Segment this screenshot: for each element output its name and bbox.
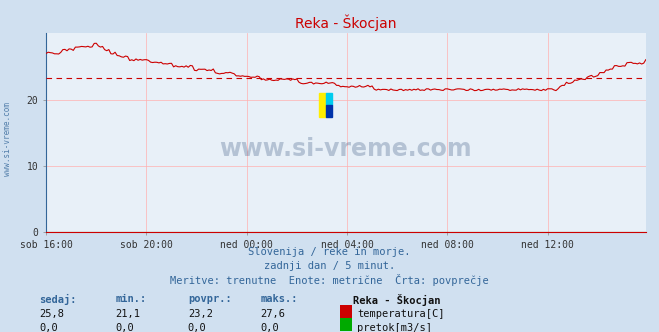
Text: 25,8: 25,8 [40, 309, 65, 319]
Bar [319, 93, 326, 117]
Text: 21,1: 21,1 [115, 309, 140, 319]
Text: 0,0: 0,0 [188, 323, 206, 332]
Text: www.si-vreme.com: www.si-vreme.com [219, 137, 473, 161]
Text: Slovenija / reke in morje.: Slovenija / reke in morje. [248, 247, 411, 257]
Text: 0,0: 0,0 [260, 323, 279, 332]
Text: temperatura[C]: temperatura[C] [357, 309, 445, 319]
Text: 27,6: 27,6 [260, 309, 285, 319]
Text: Meritve: trenutne  Enote: metrične  Črta: povprečje: Meritve: trenutne Enote: metrične Črta: … [170, 274, 489, 286]
Text: 23,2: 23,2 [188, 309, 213, 319]
Text: maks.:: maks.: [260, 294, 298, 304]
Title: Reka - Škocjan: Reka - Škocjan [295, 14, 397, 31]
Text: Reka - Škocjan: Reka - Škocjan [353, 294, 440, 306]
Bar [326, 105, 332, 117]
Bar [326, 93, 332, 105]
Text: 0,0: 0,0 [40, 323, 58, 332]
Text: www.si-vreme.com: www.si-vreme.com [3, 103, 13, 176]
Text: zadnji dan / 5 minut.: zadnji dan / 5 minut. [264, 261, 395, 271]
Text: min.:: min.: [115, 294, 146, 304]
Text: 0,0: 0,0 [115, 323, 134, 332]
Text: sedaj:: sedaj: [40, 294, 77, 305]
Text: pretok[m3/s]: pretok[m3/s] [357, 323, 432, 332]
Text: povpr.:: povpr.: [188, 294, 231, 304]
